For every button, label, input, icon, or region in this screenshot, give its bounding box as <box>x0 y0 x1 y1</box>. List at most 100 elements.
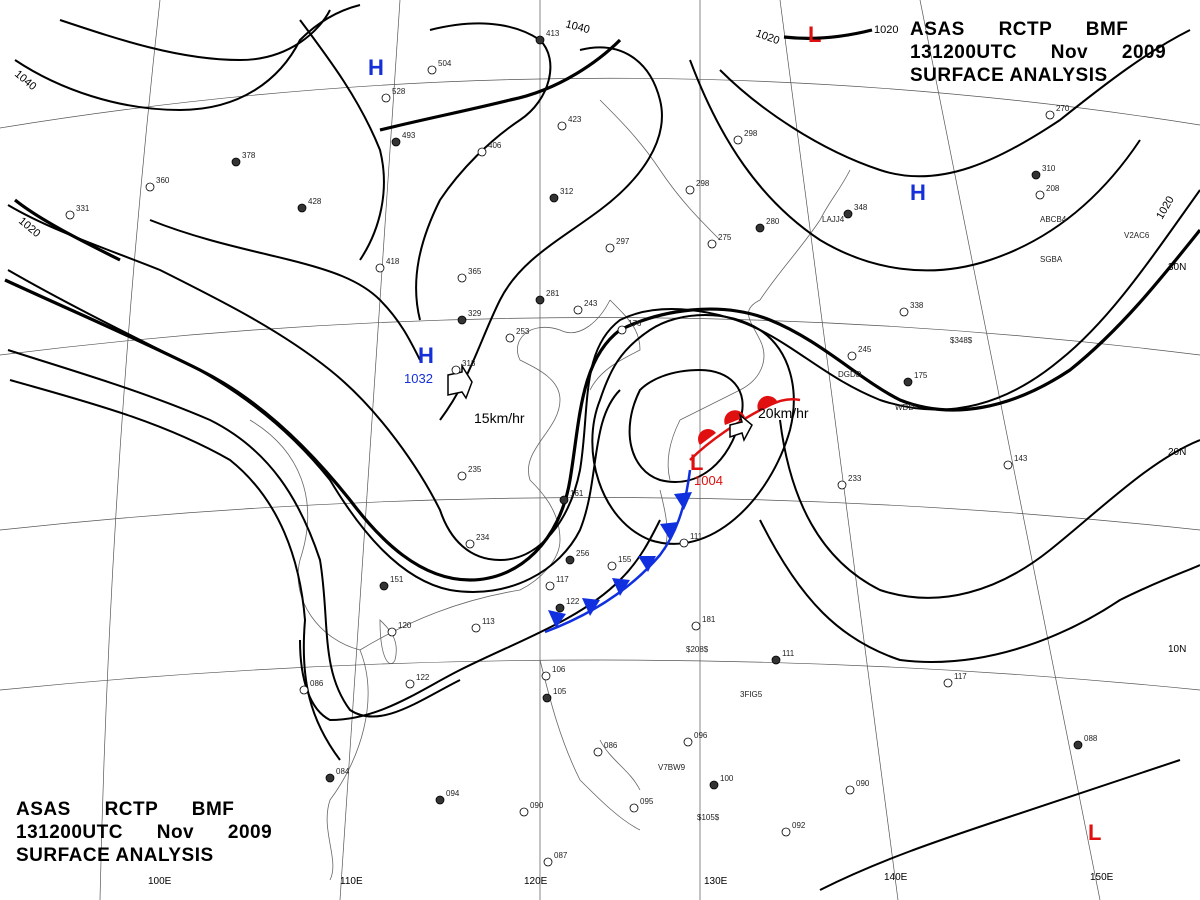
station-pressure: 208 <box>1046 184 1060 193</box>
high-symbol: H <box>368 55 384 80</box>
station-marker <box>845 785 855 795</box>
station-marker <box>535 35 545 45</box>
isobar-label: 1020 <box>1154 194 1177 221</box>
station-marker <box>1035 190 1045 200</box>
station-pressure: 348 <box>854 203 868 212</box>
ship-callsign: $105$ <box>697 813 720 822</box>
ship-callsign: 3FIG5 <box>740 690 763 699</box>
station-marker <box>231 157 241 167</box>
station-marker <box>605 243 615 253</box>
station-pressure: 275 <box>718 233 732 242</box>
station-pressure: 297 <box>616 237 630 246</box>
station-marker <box>837 480 847 490</box>
high-central-pressure: 1032 <box>404 371 433 386</box>
station-pressure: 095 <box>640 797 654 806</box>
station-pressure: 105 <box>553 687 567 696</box>
station-pressure: 087 <box>554 851 568 860</box>
station-pressure: 088 <box>1084 734 1098 743</box>
station-pressure: 176 <box>628 319 642 328</box>
station-marker <box>65 210 75 220</box>
ship-callsign: SGBA <box>1040 255 1063 264</box>
chart-header-bottom: ASAS RCTP BMF 131200UTC Nov 2009 SURFACE… <box>16 798 272 867</box>
ship-callsigns: LAJJ4 DGDD WDD SGBA ABCB4 V2AC6 3FIG5 V7… <box>658 215 1150 822</box>
station-marker <box>943 678 953 688</box>
low-symbol: L <box>1088 820 1101 845</box>
ship-callsign: V7BW9 <box>658 763 686 772</box>
chart-header-top: ASAS RCTP BMF 131200UTC Nov 2009 SURFACE… <box>910 18 1166 87</box>
station-marker <box>607 561 617 571</box>
latitude-label: 10N <box>1168 644 1186 655</box>
station-pressure: 338 <box>910 301 924 310</box>
station-marker <box>557 121 567 131</box>
station-pressure: 245 <box>858 345 872 354</box>
station-pressure: 094 <box>446 789 460 798</box>
station-marker <box>593 747 603 757</box>
station-marker <box>391 137 401 147</box>
station-marker <box>683 737 693 747</box>
station-plots: 413 504 528 493 423 406 378 360 331 428 418 365 329 3… <box>65 29 1098 867</box>
station-pressure: 086 <box>604 741 618 750</box>
station-pressure: 331 <box>76 204 90 213</box>
isobar-label: 1040 <box>564 18 591 36</box>
station-marker <box>542 693 552 703</box>
station-marker <box>755 223 765 233</box>
station-marker <box>375 263 385 273</box>
station-marker <box>617 325 627 335</box>
station-marker <box>519 807 529 817</box>
station-pressure: 406 <box>488 141 502 150</box>
high-symbol: H <box>418 343 434 368</box>
station-marker <box>405 679 415 689</box>
station-marker <box>325 773 335 783</box>
station-pressure: 090 <box>530 801 544 810</box>
high-symbol: H <box>910 180 926 205</box>
station-marker <box>733 135 743 145</box>
low-symbol: L <box>808 22 821 47</box>
ship-callsign: $348$ <box>950 336 973 345</box>
station-pressure: 106 <box>552 665 566 674</box>
station-pressure: 122 <box>566 597 580 606</box>
station-pressure: 310 <box>1042 164 1056 173</box>
isobars <box>7 4 1200 891</box>
low-motion-arrow <box>729 412 753 442</box>
station-pressure: 418 <box>386 257 400 266</box>
station-marker <box>381 93 391 103</box>
station-pressure: 084 <box>336 767 350 776</box>
latitude-label: 20N <box>1168 447 1186 458</box>
station-marker <box>771 655 781 665</box>
station-marker <box>559 495 569 505</box>
station-pressure: 161 <box>570 489 584 498</box>
high-motion-arrow <box>447 363 473 400</box>
header-time: 131200UTC Nov 2009 <box>16 822 273 843</box>
station-marker <box>451 365 461 375</box>
station-pressure: 423 <box>568 115 582 124</box>
station-marker <box>555 603 565 613</box>
station-marker <box>629 803 639 813</box>
station-pressure: 151 <box>390 575 404 584</box>
warm-front <box>689 395 801 461</box>
station-pressure: 090 <box>856 779 870 788</box>
station-pressure: 281 <box>546 289 560 298</box>
station-pressure: 413 <box>546 29 560 38</box>
ship-callsign: LAJJ4 <box>822 215 845 224</box>
station-marker <box>471 623 481 633</box>
longitude-label: 120E <box>524 876 548 887</box>
station-pressure: 493 <box>402 131 416 140</box>
ship-callsign: DGDD <box>838 370 862 379</box>
station-pressure: 092 <box>792 821 806 830</box>
header-title: SURFACE ANALYSIS <box>16 845 214 866</box>
ship-callsign: ABCB4 <box>1040 215 1067 224</box>
ship-callsign: $208$ <box>686 645 709 654</box>
station-pressure: 143 <box>1014 454 1028 463</box>
station-marker <box>477 147 487 157</box>
station-pressure: 504 <box>438 59 452 68</box>
station-pressure: 365 <box>468 267 482 276</box>
station-pressure: 117 <box>556 575 569 584</box>
latitude-label: 30N <box>1168 262 1186 273</box>
ship-callsign: WDD <box>895 403 914 412</box>
station-marker <box>543 857 553 867</box>
station-pressure: 233 <box>848 474 862 483</box>
station-pressure: 234 <box>476 533 490 542</box>
station-pressure: 360 <box>156 176 170 185</box>
station-marker <box>679 538 689 548</box>
